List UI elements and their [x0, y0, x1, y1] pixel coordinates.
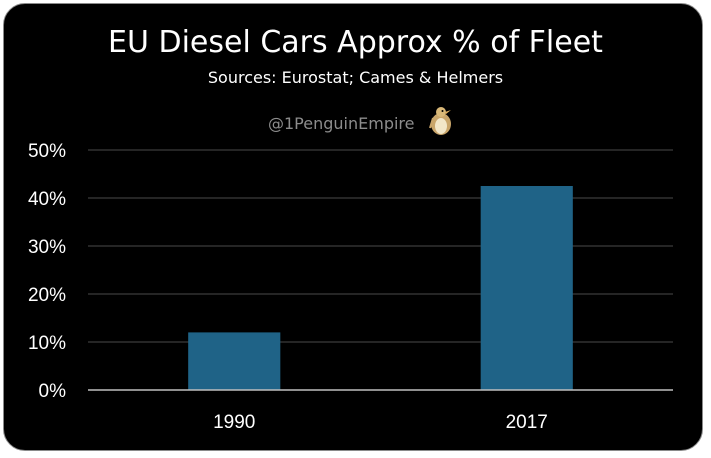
y-tick-label: 50%: [28, 141, 66, 162]
y-tick-label: 30%: [28, 237, 66, 258]
y-tick-label: 10%: [28, 333, 66, 354]
penguin-logo-icon: [429, 107, 451, 135]
chart-subtitle: Sources: Eurostat; Cames & Helmers: [207, 68, 504, 87]
y-tick-label: 40%: [28, 189, 66, 210]
x-tick-label: 1990: [213, 412, 255, 433]
y-tick-label: 20%: [28, 285, 66, 306]
chart-card: [3, 3, 703, 451]
author-credit: @1PenguinEmpire: [268, 114, 415, 133]
y-axis: 0% 10% 20% 30% 40% 50%: [28, 141, 66, 402]
bars: [188, 186, 573, 390]
bar-1990: [188, 332, 281, 390]
y-tick-label: 0%: [39, 381, 67, 402]
gridlines: [88, 149, 673, 343]
chart-title: EU Diesel Cars Approx % of Fleet: [108, 25, 603, 60]
x-axis: 1990 2017: [88, 389, 673, 433]
x-tick-label: 2017: [506, 412, 548, 433]
bar-2017: [480, 186, 573, 390]
